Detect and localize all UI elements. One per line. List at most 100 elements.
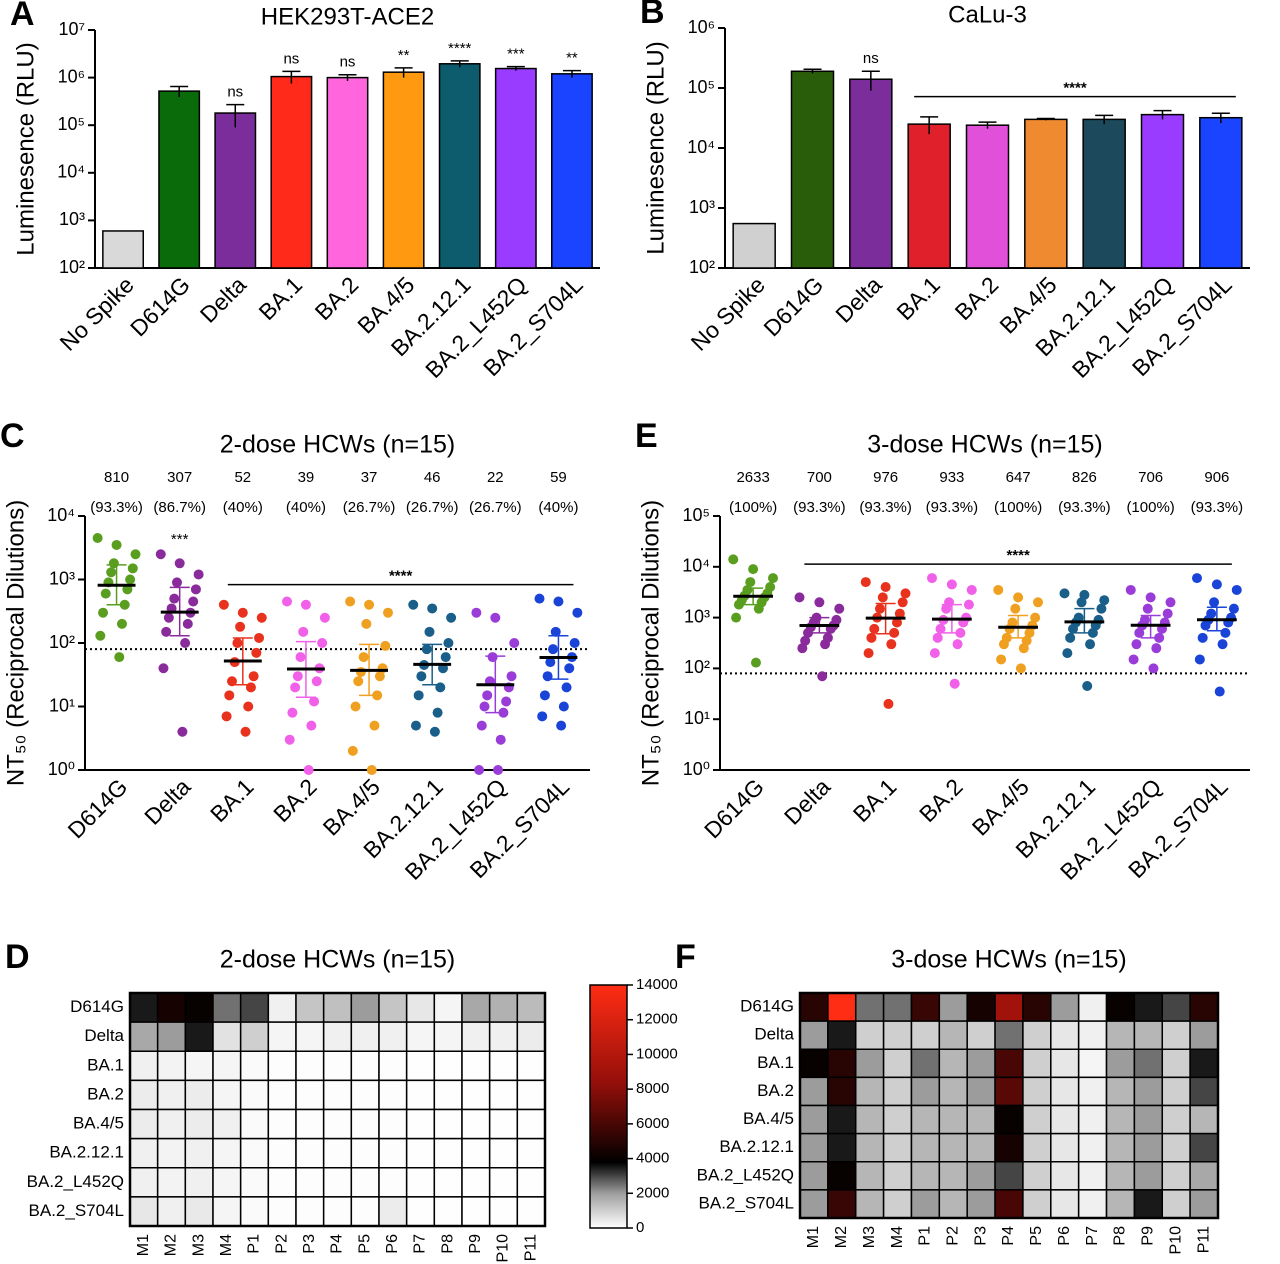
data-point xyxy=(174,558,185,569)
heatmap-cell xyxy=(350,1108,380,1140)
heatmap-cell xyxy=(1105,1076,1136,1107)
data-point xyxy=(251,647,262,658)
heatmap-cell xyxy=(1189,1020,1219,1050)
column-label: M2 xyxy=(163,1234,180,1256)
data-point xyxy=(248,671,259,682)
significance-label: **** xyxy=(1063,80,1087,97)
colorbar-tick-label: 12000 xyxy=(636,1011,678,1028)
data-point xyxy=(218,599,229,610)
heatmap-cell xyxy=(156,1137,187,1169)
x-tick-label: Delta xyxy=(830,271,886,327)
row-label: BA.2.12.1 xyxy=(719,1137,794,1156)
heatmap-cell xyxy=(1050,1048,1080,1079)
x-tick-label: Delta xyxy=(779,773,835,829)
y-tick-label: 10³ xyxy=(49,568,75,588)
data-point xyxy=(125,574,136,585)
heatmap-cell xyxy=(156,992,187,1023)
data-point xyxy=(303,765,314,775)
percent-label: (26.7%) xyxy=(469,499,522,516)
percent-label: (86.7%) xyxy=(153,499,206,516)
heatmap-cell xyxy=(295,1021,325,1052)
colorbar-tick-label: 0 xyxy=(636,1219,644,1236)
error-bar xyxy=(282,70,301,84)
heatmap-cell xyxy=(994,1048,1024,1079)
data-point xyxy=(383,607,393,618)
heatmap-cell xyxy=(461,1050,491,1082)
significance-label: ** xyxy=(566,50,578,67)
significance-label: ns xyxy=(227,84,243,101)
heatmap-cell xyxy=(212,1021,242,1052)
heatmap-cell xyxy=(1050,1161,1080,1191)
heatmap-cell xyxy=(461,1137,491,1169)
percent-label: (93.3%) xyxy=(793,499,846,516)
data-point xyxy=(114,652,125,663)
row-label: BA.2 xyxy=(87,1084,124,1103)
chart-title: CaLu-3 xyxy=(948,1,1027,28)
y-tick-label: 10⁴ xyxy=(57,162,85,182)
heatmap-cell xyxy=(910,1132,941,1163)
data-point xyxy=(443,638,454,648)
data-point xyxy=(1228,603,1239,614)
data-point xyxy=(889,627,900,638)
data-point xyxy=(161,626,172,637)
row-label: BA.2.12.1 xyxy=(49,1143,124,1162)
percent-label: (40%) xyxy=(538,499,578,516)
column-label: P7 xyxy=(412,1234,429,1254)
data-point xyxy=(369,720,380,731)
colorbar-tick-label: 2000 xyxy=(636,1184,669,1201)
heatmap-cell xyxy=(882,1104,913,1135)
data-point xyxy=(993,584,1004,595)
column-label: P1 xyxy=(917,1226,934,1246)
data-point xyxy=(476,720,487,731)
data-point xyxy=(495,734,506,745)
error-bar xyxy=(506,65,525,71)
heatmap-cell xyxy=(994,1076,1024,1107)
heatmap-cell xyxy=(1105,1132,1136,1163)
data-point xyxy=(545,657,556,668)
data-point xyxy=(1013,592,1024,603)
percent-label: (93.3%) xyxy=(926,499,979,516)
mean-label: 933 xyxy=(939,469,964,486)
heatmap-cell xyxy=(966,1104,996,1135)
heatmap-cell xyxy=(966,1076,996,1107)
data-point xyxy=(1197,632,1208,643)
data-point xyxy=(237,607,248,618)
heatmap-cell xyxy=(854,1076,885,1107)
data-point xyxy=(753,603,764,614)
row-label: Delta xyxy=(84,1026,124,1045)
data-point xyxy=(501,696,512,707)
heatmap-cell xyxy=(239,1167,270,1198)
data-point xyxy=(1194,654,1205,665)
percent-label: (26.7%) xyxy=(343,499,396,516)
data-point xyxy=(116,618,127,629)
data-point xyxy=(731,612,742,623)
y-tick-label: 10³ xyxy=(689,197,715,217)
heatmap-cell xyxy=(516,1079,546,1111)
data-point xyxy=(733,599,744,610)
data-point xyxy=(106,567,117,578)
column-label: P5 xyxy=(356,1234,373,1254)
heatmap-cell xyxy=(295,1196,325,1227)
data-point xyxy=(413,690,424,701)
heatmap-cell xyxy=(1161,1076,1191,1107)
percent-label: (100%) xyxy=(994,499,1042,516)
data-point xyxy=(155,549,166,560)
heatmap-cell xyxy=(184,1021,214,1052)
data-point xyxy=(1068,623,1079,634)
column-label: P11 xyxy=(522,1234,539,1261)
y-tick-label: 10⁵ xyxy=(688,77,715,97)
column-label: P9 xyxy=(467,1234,484,1254)
error-bar xyxy=(1095,114,1114,125)
heatmap-cell xyxy=(854,1048,885,1079)
heatmap-cell xyxy=(1022,1076,1052,1107)
data-point xyxy=(479,701,490,712)
column-label: M4 xyxy=(889,1226,906,1248)
data-point xyxy=(355,666,366,677)
column-label: P11 xyxy=(1195,1226,1212,1253)
data-point xyxy=(1059,588,1070,599)
data-point xyxy=(1030,612,1041,623)
colorbar-tick-label: 10000 xyxy=(636,1045,678,1062)
column-label: M1 xyxy=(805,1226,822,1248)
data-point xyxy=(941,603,952,614)
heatmap-cell xyxy=(129,1137,159,1169)
